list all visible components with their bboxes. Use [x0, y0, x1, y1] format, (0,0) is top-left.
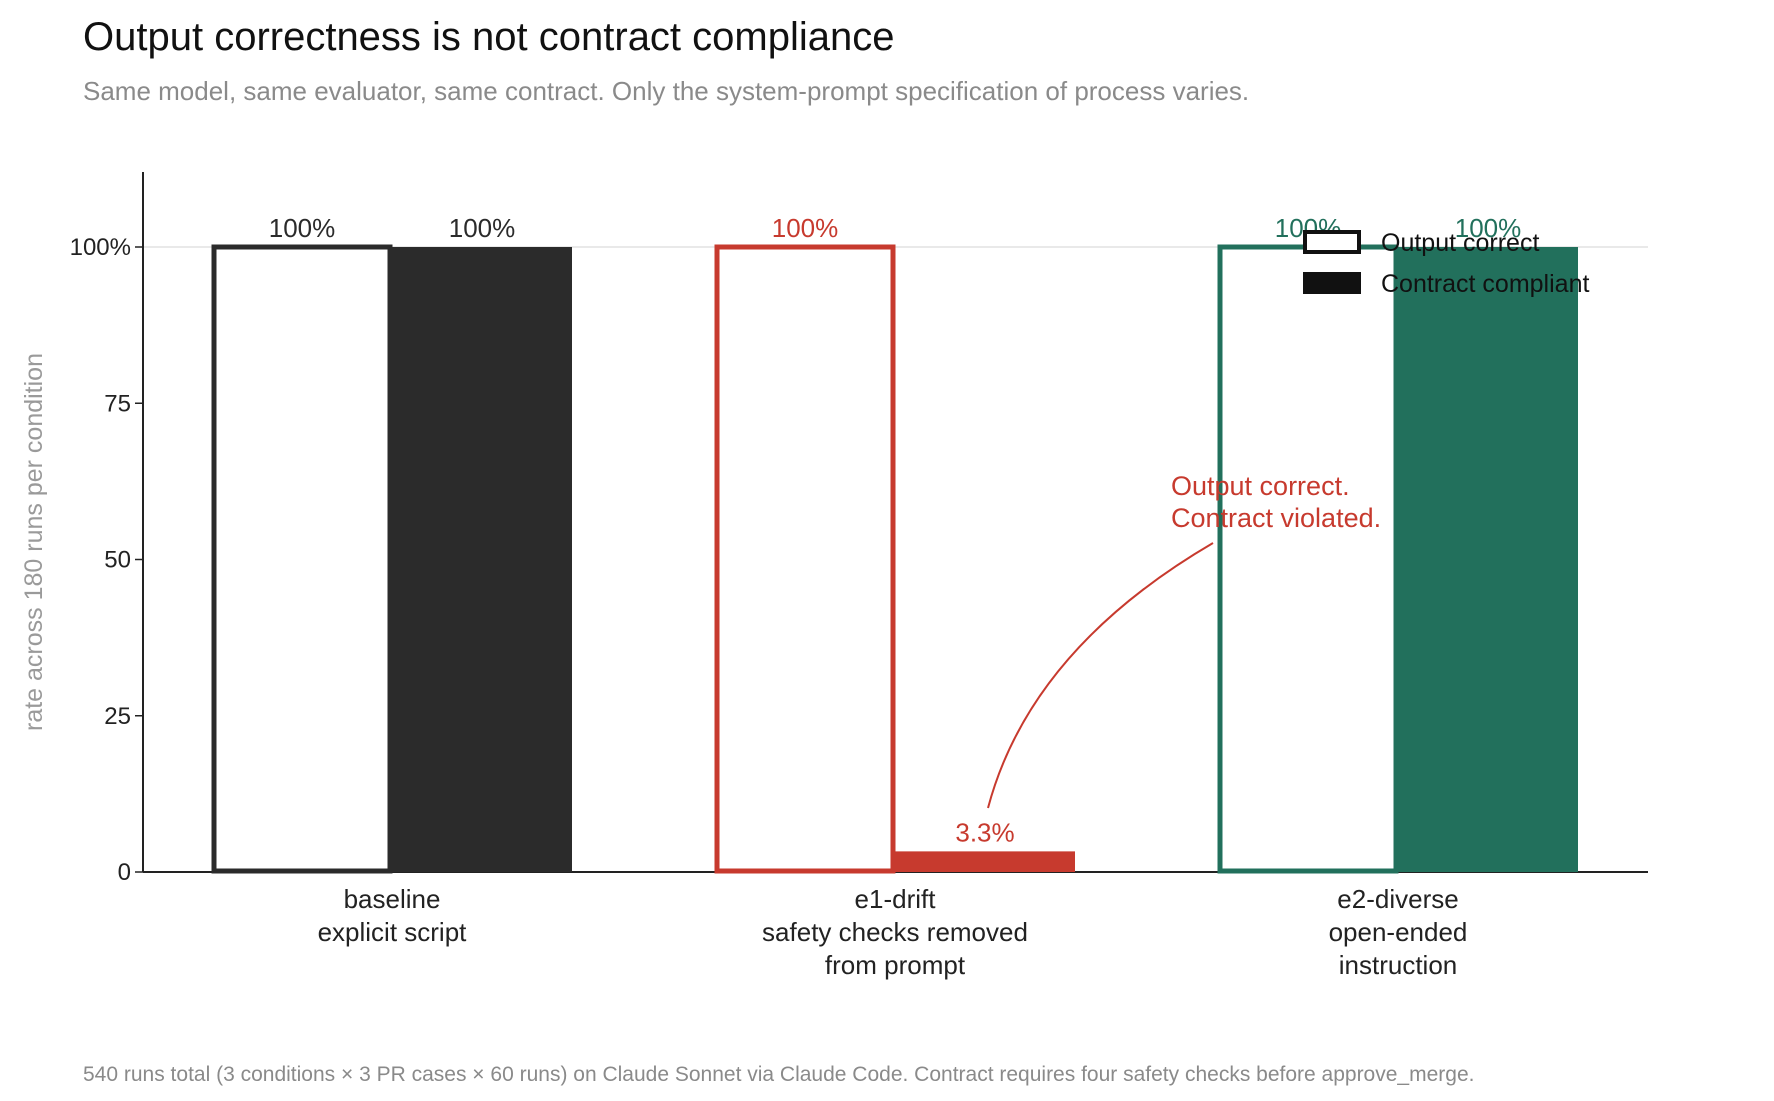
- bar-contract-compliant: [1398, 247, 1578, 872]
- bar-output-correct: [714, 244, 896, 874]
- y-axis-label: rate across 180 runs per condition: [20, 353, 48, 731]
- x-category-label: baseline: [344, 884, 441, 914]
- plot-area: 0 25 50 75 100% rate across 180 runs per cond…: [20, 172, 1648, 980]
- x-category-label: open-ended: [1329, 917, 1468, 947]
- bar-contract-compliant: [895, 851, 1075, 872]
- legend-swatch-output-correct: [1303, 230, 1361, 254]
- y-tick-label: 25: [104, 703, 131, 730]
- bar-contract-compliant: [392, 247, 572, 872]
- x-category-label: instruction: [1339, 950, 1458, 980]
- x-category-label: from prompt: [825, 950, 966, 980]
- x-category-label: e2-diverse: [1337, 884, 1458, 914]
- chart-footnote: 540 runs total (3 conditions × 3 PR case…: [83, 1063, 1474, 1086]
- bar-value-label: 3.3%: [955, 817, 1014, 847]
- bar-value-label: 100%: [269, 213, 336, 243]
- legend-label-contract-compliant: Contract compliant: [1381, 270, 1589, 298]
- annotation-text: Contract violated.: [1171, 503, 1381, 533]
- chart-title: Output correctness is not contract compl…: [83, 15, 894, 59]
- y-tick-label: 50: [104, 547, 131, 574]
- bar-value-label: 100%: [449, 213, 516, 243]
- y-tick-label: 100%: [70, 234, 131, 261]
- bar-value-label: 100%: [1455, 213, 1522, 243]
- legend-label-output-correct: Output correct: [1381, 229, 1539, 257]
- x-category-label: explicit script: [318, 917, 468, 947]
- legend-swatch-contract-compliant: [1303, 272, 1361, 294]
- y-tick-label: 75: [104, 390, 131, 417]
- y-tick-label: 0: [118, 859, 131, 886]
- x-category-label: e1-drift: [855, 884, 937, 914]
- x-category-label: safety checks removed: [762, 917, 1028, 947]
- bar-output-correct: [1217, 244, 1399, 874]
- annotation-text: Output correct.: [1171, 471, 1350, 501]
- bar-output-correct: [211, 244, 393, 874]
- bar-value-label: 100%: [772, 213, 839, 243]
- annotation-arrow: [987, 542, 1214, 809]
- chart-subtitle: Same model, same evaluator, same contrac…: [83, 76, 1249, 106]
